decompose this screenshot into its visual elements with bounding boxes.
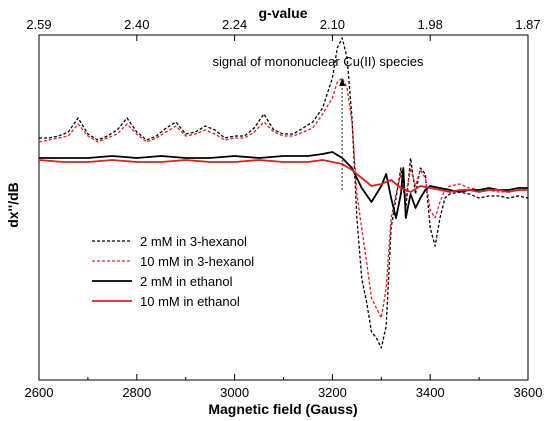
- plot-frame: [38, 34, 529, 381]
- x-tick-label: 3200: [318, 385, 347, 400]
- top-tick-label: 2.59: [26, 17, 51, 32]
- legend: 2 mM in 3-hexanol 10 mM in 3-hexanol 2 mM …: [92, 234, 254, 309]
- legend-label-1: 2 mM in 3-hexanol: [140, 234, 247, 249]
- top-axis-title: g-value: [258, 5, 307, 21]
- y-axis-title: dx''/dB: [5, 182, 21, 228]
- x-tick-label: 2600: [25, 385, 54, 400]
- annotation-text: signal of mononuclear Cu(II) species: [213, 54, 424, 69]
- x-tick-label: 2800: [122, 385, 151, 400]
- x-tick-label: 3400: [416, 385, 445, 400]
- legend-label-4: 10 mM in ethanol: [140, 294, 240, 309]
- top-tick-label: 2.24: [222, 17, 247, 32]
- legend-label-2: 10 mM in 3-hexanol: [140, 254, 254, 269]
- annotation-arrowhead: [339, 78, 346, 86]
- series-layer: [38, 37, 529, 349]
- series-line-1: [39, 37, 529, 349]
- top-tick-label: 2.10: [320, 17, 345, 32]
- series-line-4: [38, 159, 528, 193]
- x-tick-label: 3000: [220, 385, 249, 400]
- x-axis-title: Magnetic field (Gauss): [208, 401, 357, 417]
- x-tick-label: 3600: [514, 385, 543, 400]
- series-line-2: [38, 77, 528, 319]
- legend-label-3: 2 mM in ethanol: [140, 274, 233, 289]
- axis-ticks: 2600 2800 3000 3200 3400 3600 2.59 2.40 2.24 2.10…: [25, 17, 543, 400]
- series-line-3: [39, 151, 528, 219]
- top-tick-label: 1.98: [418, 17, 443, 32]
- top-tick-label: 2.40: [124, 17, 149, 32]
- top-tick-label: 1.87: [515, 17, 540, 32]
